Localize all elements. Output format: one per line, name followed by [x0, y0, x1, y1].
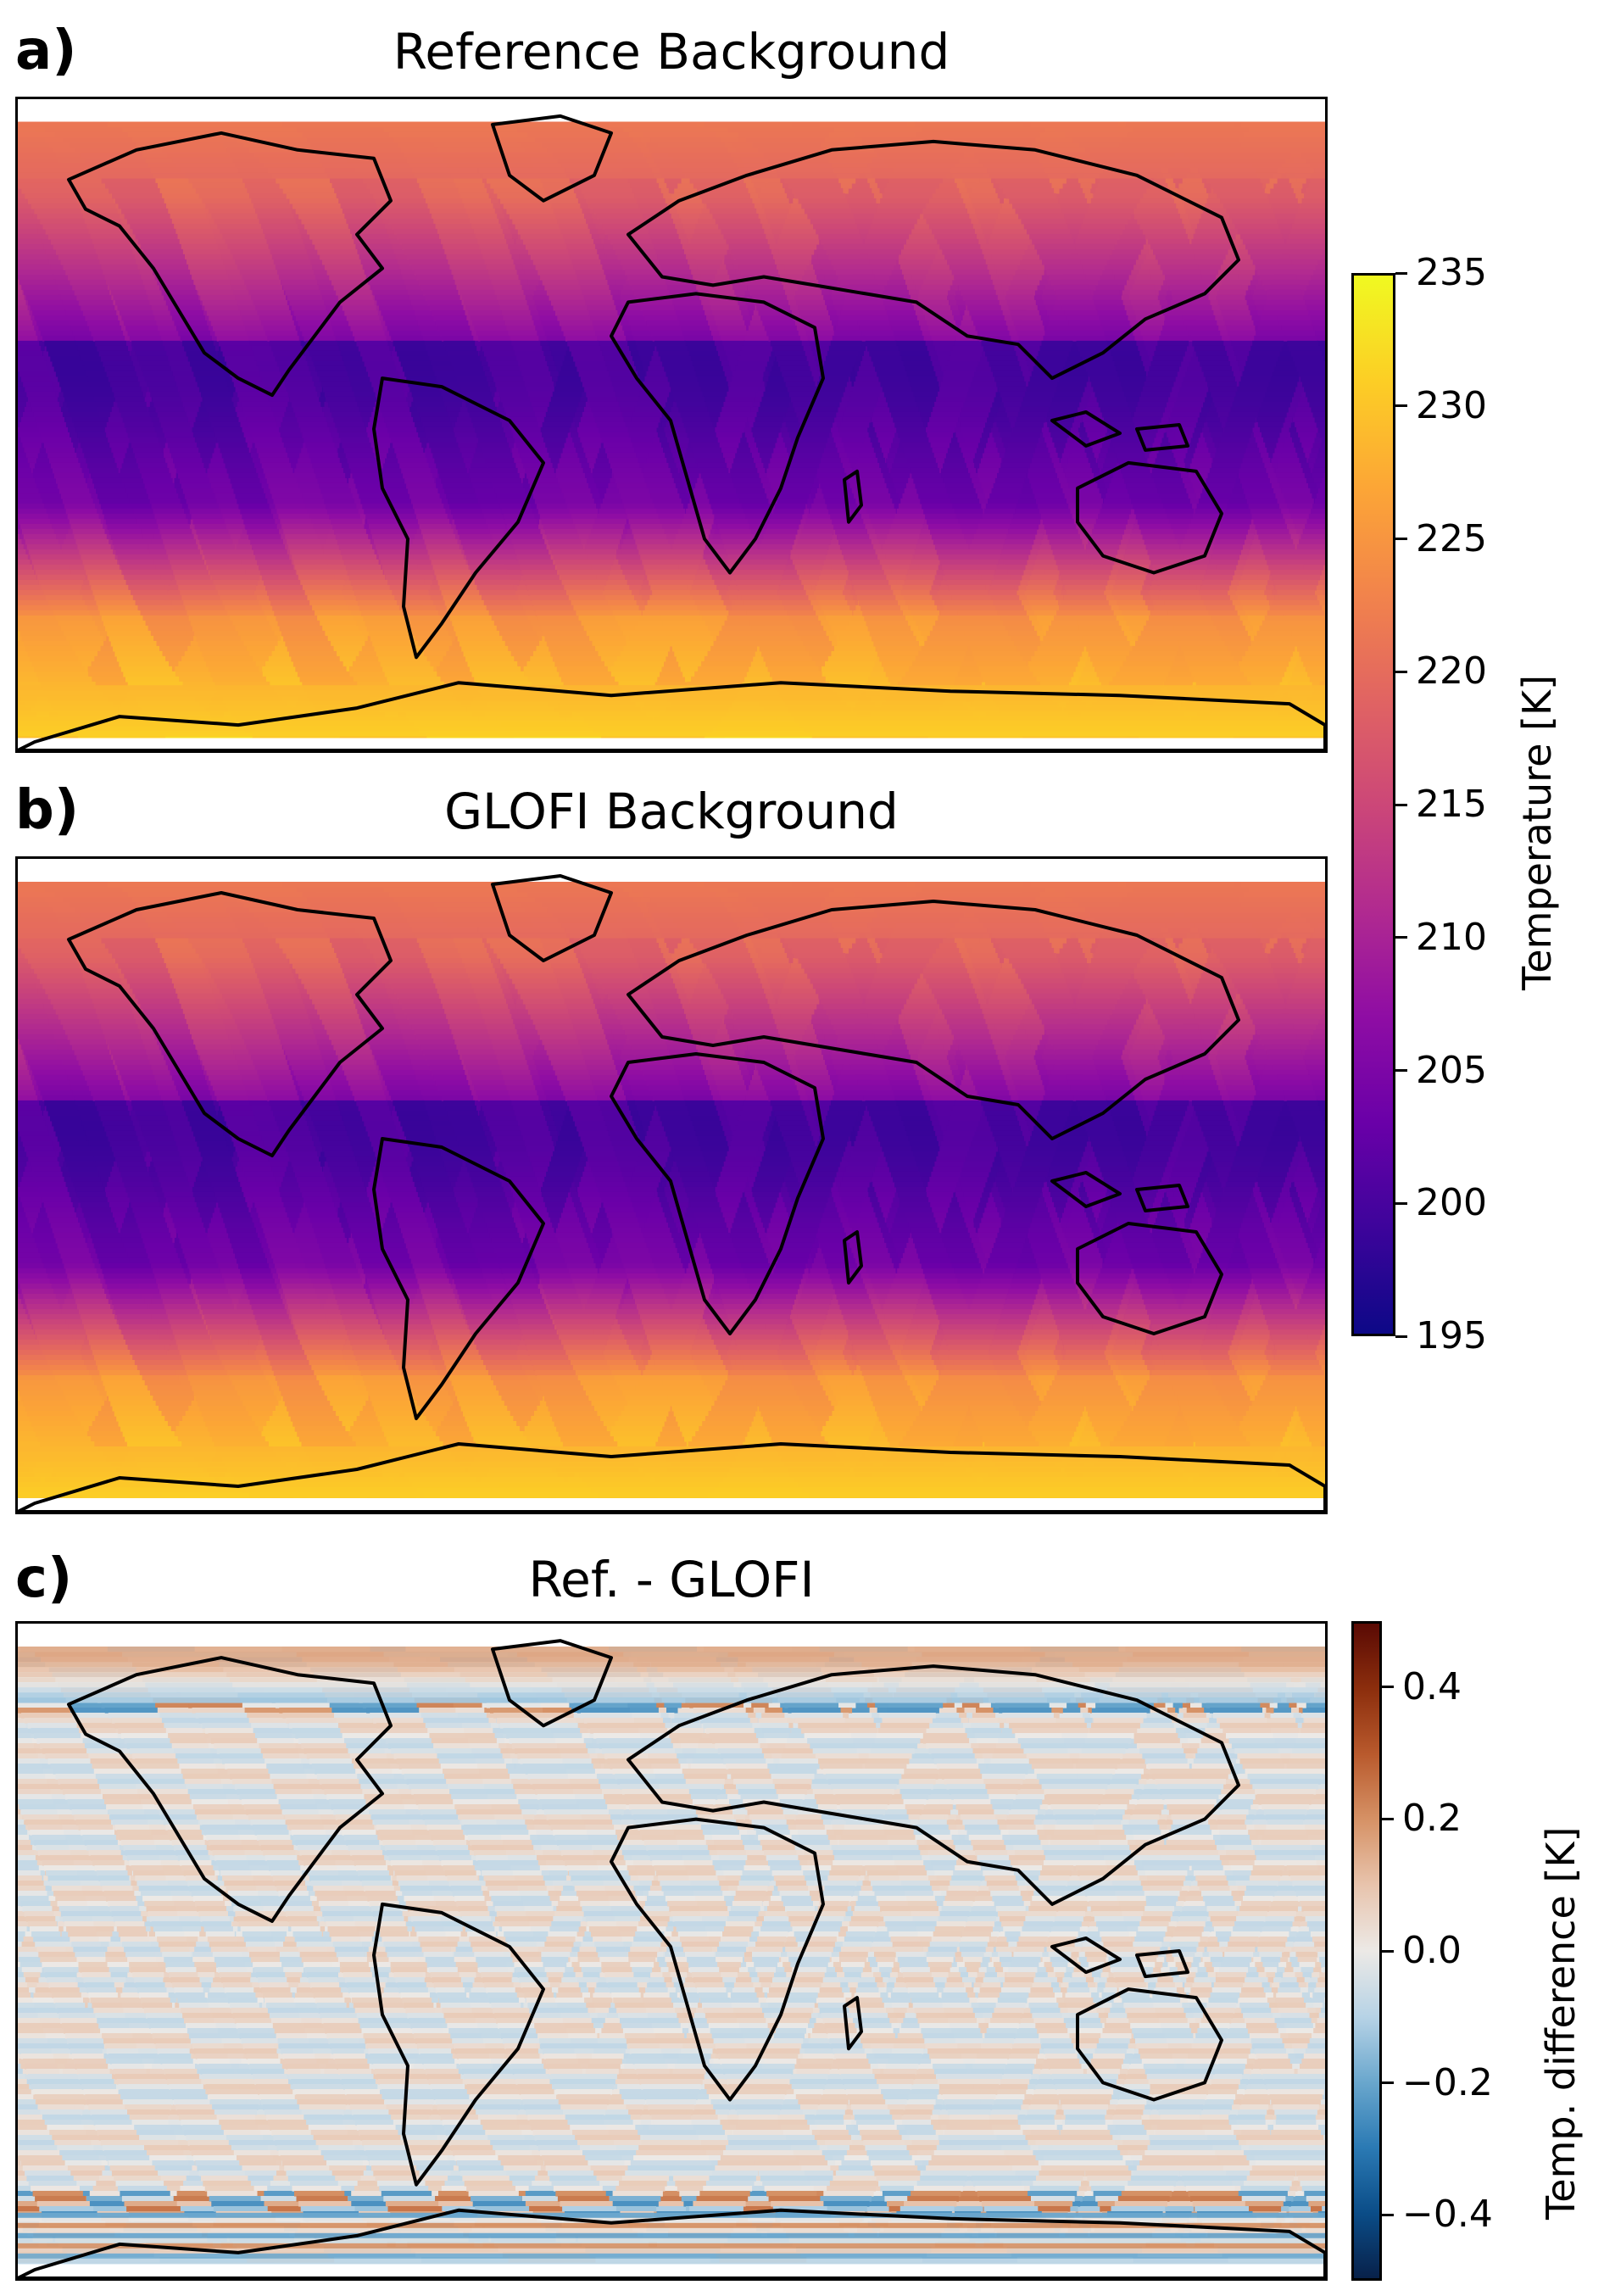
panel-a-title: Reference Background: [15, 27, 1328, 76]
map-panel-a: [15, 97, 1328, 753]
map-a-svg: [18, 99, 1325, 750]
orbit-tracks: [18, 122, 1325, 738]
